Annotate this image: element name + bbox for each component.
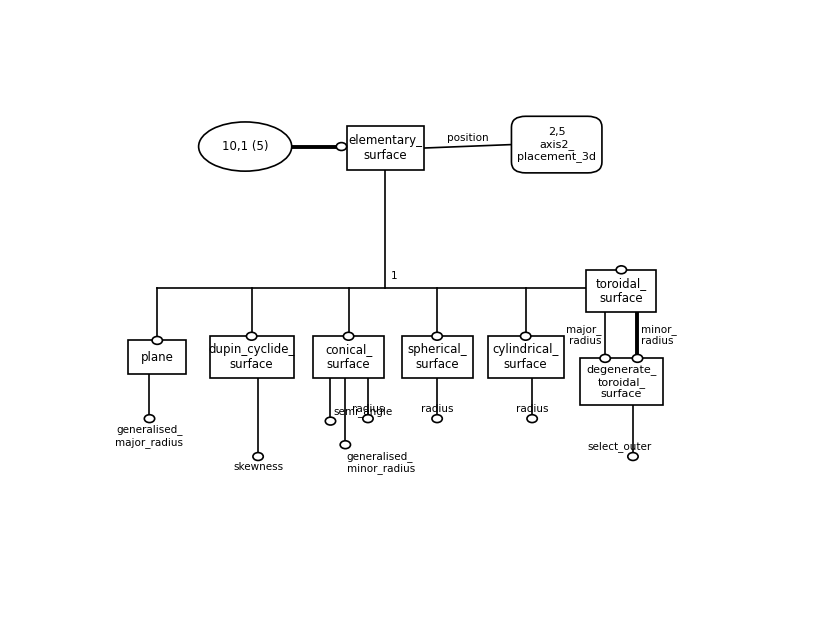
Text: generalised_
major_radius: generalised_ major_radius <box>115 424 183 448</box>
Text: spherical_
surface: spherical_ surface <box>407 343 467 371</box>
Bar <box>402 336 473 378</box>
Ellipse shape <box>198 122 292 171</box>
Text: dupin_cyclide_
surface: dupin_cyclide_ surface <box>208 343 294 371</box>
Bar <box>313 336 384 378</box>
Circle shape <box>325 417 335 425</box>
Circle shape <box>336 142 347 150</box>
Circle shape <box>616 266 626 273</box>
Bar <box>347 126 425 170</box>
Text: 10,1 (5): 10,1 (5) <box>222 140 269 153</box>
Circle shape <box>340 441 350 449</box>
Circle shape <box>520 332 530 340</box>
Circle shape <box>152 337 163 344</box>
Bar <box>128 341 186 374</box>
Bar <box>586 270 656 312</box>
Text: cylindrical_
surface: cylindrical_ surface <box>493 343 559 371</box>
Text: skewness: skewness <box>233 463 284 472</box>
Circle shape <box>432 332 442 340</box>
Text: minor_
radius: minor_ radius <box>641 324 677 346</box>
Text: 1: 1 <box>390 271 397 281</box>
Text: major_
radius: major_ radius <box>565 324 601 346</box>
Circle shape <box>247 332 257 340</box>
Circle shape <box>632 355 643 362</box>
Bar <box>580 358 663 405</box>
Bar <box>209 336 294 378</box>
Text: degenerate_
toroidal_
surface: degenerate_ toroidal_ surface <box>586 364 656 399</box>
Circle shape <box>432 415 442 422</box>
Circle shape <box>527 415 537 422</box>
Text: position: position <box>447 133 489 143</box>
Text: radius: radius <box>352 404 384 413</box>
Circle shape <box>344 332 354 340</box>
Text: radius: radius <box>421 404 454 413</box>
Circle shape <box>628 452 638 461</box>
FancyBboxPatch shape <box>511 116 602 173</box>
Text: radius: radius <box>516 404 549 413</box>
Text: conical_
surface: conical_ surface <box>325 343 372 371</box>
Bar <box>488 336 564 378</box>
Circle shape <box>600 355 610 362</box>
Text: plane: plane <box>141 351 173 364</box>
Text: semi_angle: semi_angle <box>334 406 393 417</box>
Text: 2,5
axis2_
placement_3d: 2,5 axis2_ placement_3d <box>517 127 596 162</box>
Circle shape <box>144 415 154 422</box>
Text: elementary_
surface: elementary_ surface <box>349 134 422 162</box>
Circle shape <box>253 452 264 461</box>
Text: generalised_
minor_radius: generalised_ minor_radius <box>347 450 414 474</box>
Circle shape <box>363 415 373 422</box>
Text: select_outer: select_outer <box>588 441 652 452</box>
Text: toroidal_
surface: toroidal_ surface <box>595 277 647 305</box>
